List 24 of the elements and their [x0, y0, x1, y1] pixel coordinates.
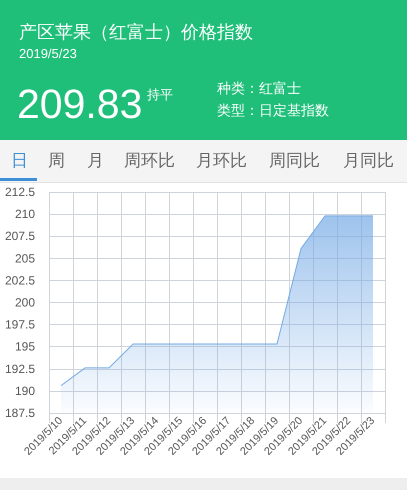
y-tick-label: 202.5 — [4, 273, 36, 288]
text: 种类：红富士 — [217, 80, 301, 98]
y-tick-label: 205 — [14, 251, 36, 266]
chart-subtitle: 2019/5/23 — [19, 46, 77, 62]
text: 持平 — [147, 88, 173, 104]
y-tick-label: 187.5 — [4, 406, 36, 420]
y-tick-label: 210 — [14, 207, 36, 222]
text: 月同比 — [343, 151, 394, 171]
text: 月 — [87, 151, 104, 171]
text: 周环比 — [124, 151, 175, 171]
y-tick-label: 192.5 — [4, 362, 36, 376]
y-tick-label: 190 — [14, 384, 36, 398]
text: 周同比 — [269, 151, 320, 171]
chart-title: 产区苹果（红富士）价格指数 — [19, 21, 253, 45]
y-tick-label: 197.5 — [4, 318, 36, 332]
y-tick-label: 207.5 — [4, 229, 36, 244]
y-tick-label: 200 — [14, 296, 36, 310]
text: 周 — [48, 151, 65, 171]
y-tick-label: 195 — [14, 340, 36, 354]
text: 月环比 — [196, 151, 247, 171]
y-tick-label: 212.5 — [4, 185, 36, 199]
text: 类型：日定基指数 — [217, 102, 329, 120]
text: 日 — [11, 151, 28, 171]
text: 209.83 — [17, 80, 142, 128]
